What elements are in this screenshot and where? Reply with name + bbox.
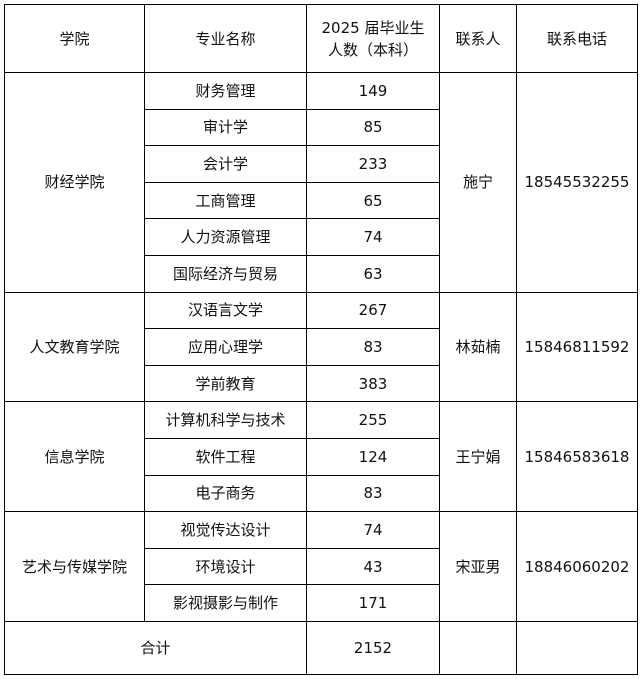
major-count: 74 [306,218,440,256]
total-label: 合计 [4,620,307,675]
college-name: 信息学院 [4,401,145,513]
table-row: 电子商务 83 [5,474,638,513]
table-row: 工商管理 65 [5,181,638,220]
major-count: 383 [306,364,440,403]
major-name: 审计学 [144,108,307,147]
header-college: 学院 [4,4,145,73]
total-contact-empty [439,620,517,675]
header-row: 学院 专业名称 2025 届毕业生 人数（本科） 联系人 联系电话 [4,4,638,73]
major-count: 124 [306,437,440,476]
major-count: 85 [306,108,440,147]
major-name: 影视摄影与制作 [144,584,307,622]
major-name: 会计学 [144,145,307,183]
contact-phone: 18545532255 [516,72,638,293]
table-row: 应用心理学 83 [5,328,638,366]
major-name: 视觉传达设计 [144,511,307,549]
table-row: 人力资源管理 74 [5,218,638,256]
total-row: 合计 2152 [4,620,638,675]
major-name: 环境设计 [144,547,307,586]
major-name: 国际经济与贸易 [144,254,307,293]
header-major: 专业名称 [144,4,307,73]
contact-phone: 15846811592 [516,291,638,403]
major-count: 63 [306,254,440,293]
table-row: 影视摄影与制作 171 [5,584,638,622]
major-name: 学前教育 [144,364,307,403]
major-name: 汉语言文学 [144,291,307,330]
header-count: 2025 届毕业生 人数（本科） [306,4,440,73]
header-count-line2: 人数（本科） [327,40,418,59]
major-count: 43 [306,547,440,586]
major-count: 255 [306,401,440,439]
table-row: 财经学院 财务管理 149 施宁 18545532255 [4,72,638,293]
major-count: 83 [306,328,440,366]
major-name: 计算机科学与技术 [144,401,307,439]
total-count: 2152 [306,620,440,675]
major-name: 工商管理 [144,181,307,220]
major-name: 人力资源管理 [144,218,307,256]
major-name: 财务管理 [144,72,307,110]
major-count: 83 [306,474,440,513]
contact-name: 林茹楠 [439,291,517,403]
table-row: 环境设计 43 [5,547,638,586]
major-count: 267 [306,291,440,330]
table-row: 信息学院 计算机科学与技术 255 王宁娟 15846583618 [4,401,638,513]
college-name: 艺术与传媒学院 [4,511,145,622]
header-phone: 联系电话 [516,4,638,73]
table-row: 人文教育学院 汉语言文学 267 林茹楠 15846811592 [4,291,638,403]
header-contact: 联系人 [439,4,517,73]
major-name: 软件工程 [144,437,307,476]
table-row: 审计学 85 [5,108,638,147]
major-name: 应用心理学 [144,328,307,366]
contact-phone: 15846583618 [516,401,638,513]
total-phone-empty [516,620,638,675]
major-count: 233 [306,145,440,183]
table-row: 会计学 233 [5,145,638,183]
table-row: 软件工程 124 [5,437,638,476]
contact-name: 施宁 [439,72,517,293]
contact-phone: 18846060202 [516,511,638,622]
contact-name: 王宁娟 [439,401,517,513]
major-count: 149 [306,72,440,110]
header-count-line1: 2025 届毕业生 [321,18,425,37]
major-count: 65 [306,181,440,220]
table-row: 国际经济与贸易 63 [5,254,638,293]
major-count: 74 [306,511,440,549]
graduates-table: 学院 专业名称 2025 届毕业生 人数（本科） 联系人 联系电话 财经学院 财务管… [4,4,638,675]
major-name: 电子商务 [144,474,307,513]
contact-name: 宋亚男 [439,511,517,622]
college-name: 财经学院 [4,72,145,293]
table-row: 学前教育 383 [5,364,638,403]
college-name: 人文教育学院 [4,291,145,403]
table-row: 艺术与传媒学院 视觉传达设计 74 宋亚男 18846060202 [4,511,638,622]
major-count: 171 [306,584,440,622]
